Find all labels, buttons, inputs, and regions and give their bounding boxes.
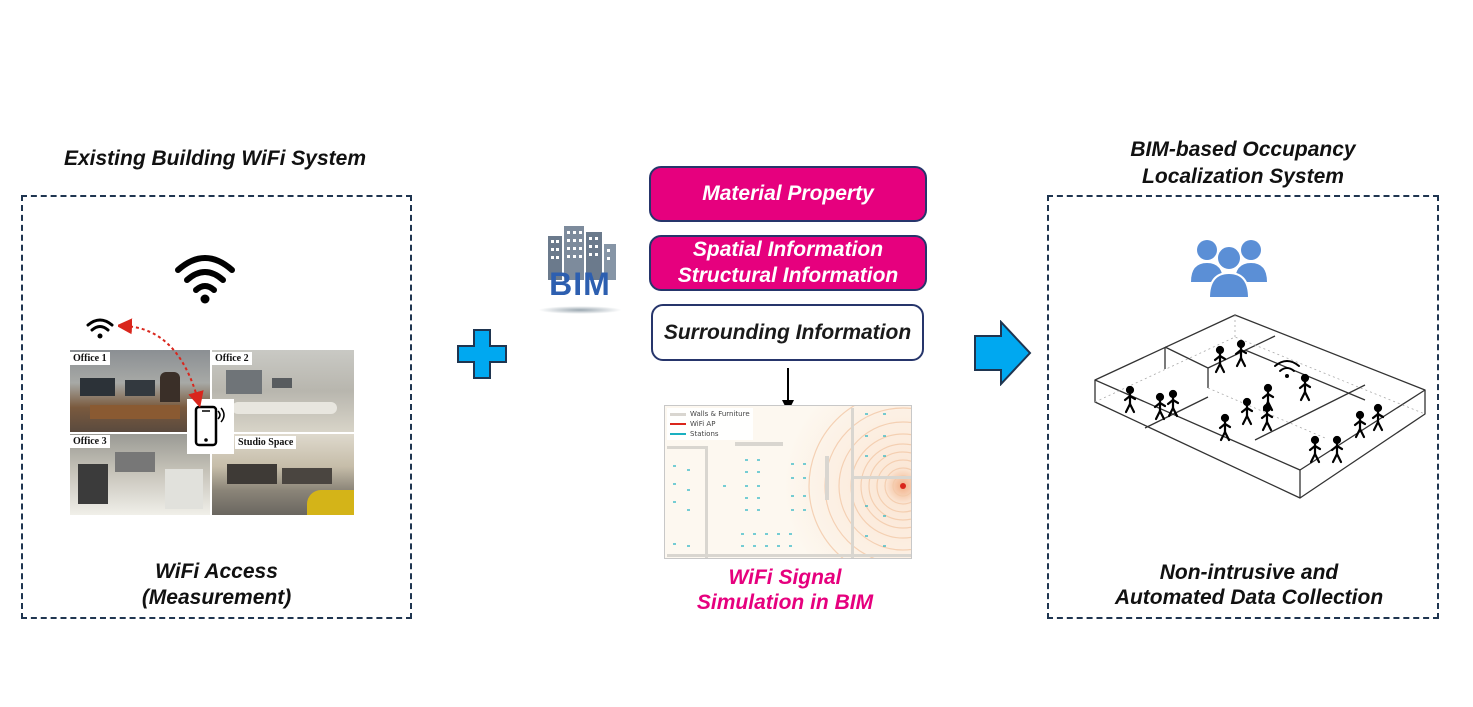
studio-space-label: Studio Space xyxy=(235,436,297,449)
office-2-label: Office 2 xyxy=(212,352,252,365)
office-3-label: Office 3 xyxy=(70,435,110,448)
material-property-box: Material Property xyxy=(649,166,927,222)
occupant-figures xyxy=(1123,339,1385,464)
left-panel xyxy=(21,195,412,619)
simulation-legend: Walls & Furniture WiFi AP Stations xyxy=(667,408,753,440)
office-1-label: Office 1 xyxy=(70,352,110,365)
right-panel-title: BIM-based Occupancy Localization System xyxy=(1048,136,1438,190)
spatial-info-label: Spatial Information xyxy=(692,238,884,261)
right-title-line2: Localization System xyxy=(1142,165,1344,188)
office-photo-collage: Office 1 Office 2 Office 3 Studio Space xyxy=(70,350,354,515)
office-3-photo xyxy=(70,434,210,515)
simulation-caption-line2: Simulation in BIM xyxy=(696,591,874,614)
bim-logo: BIM xyxy=(532,222,628,318)
legend-stations: Stations xyxy=(690,430,719,438)
people-group-icon xyxy=(1191,240,1267,299)
legend-wifi-ap: WiFi AP xyxy=(690,420,716,428)
right-panel xyxy=(1047,195,1439,619)
smartphone-icon xyxy=(194,405,225,447)
spatial-structural-box: Spatial Information Structural Informati… xyxy=(649,235,927,291)
right-caption-line1: Non-intrusive and xyxy=(1159,561,1339,584)
surrounding-info-label: Surrounding Information xyxy=(663,320,912,344)
smartphone-card xyxy=(187,399,234,454)
right-panel-caption: Non-intrusive and Automated Data Collect… xyxy=(1047,560,1451,610)
plus-icon xyxy=(457,329,507,379)
left-caption-line2: (Measurement) xyxy=(141,586,292,609)
building-icon xyxy=(548,226,616,280)
surrounding-info-box: Surrounding Information xyxy=(651,304,924,361)
left-panel-title: Existing Building WiFi System xyxy=(63,147,366,170)
right-caption-line2: Automated Data Collection xyxy=(1114,586,1384,609)
office-2-photo xyxy=(212,350,354,432)
wifi-simulation-map: Walls & Furniture WiFi AP Stations xyxy=(664,405,912,559)
material-property-label: Material Property xyxy=(702,182,874,205)
arrow-right-icon xyxy=(974,320,1032,386)
legend-walls: Walls & Furniture xyxy=(690,410,750,418)
floor-plan-illustration xyxy=(1094,314,1426,499)
bim-logo-text: BIM xyxy=(549,266,611,302)
left-caption-line1: WiFi Access xyxy=(155,560,278,583)
structural-info-label: Structural Information xyxy=(677,264,899,287)
left-panel-caption: WiFi Access (Measurement) xyxy=(21,559,412,611)
bim-logo-shadow xyxy=(538,306,622,314)
wifi-icon xyxy=(175,255,235,304)
signal-path-arrow xyxy=(118,318,204,408)
simulation-caption: WiFi Signal Simulation in BIM xyxy=(640,565,930,615)
small-wifi-icon xyxy=(86,318,114,339)
simulation-caption-line1: WiFi Signal xyxy=(728,566,842,589)
right-title-line1: BIM-based Occupancy xyxy=(1130,138,1356,161)
